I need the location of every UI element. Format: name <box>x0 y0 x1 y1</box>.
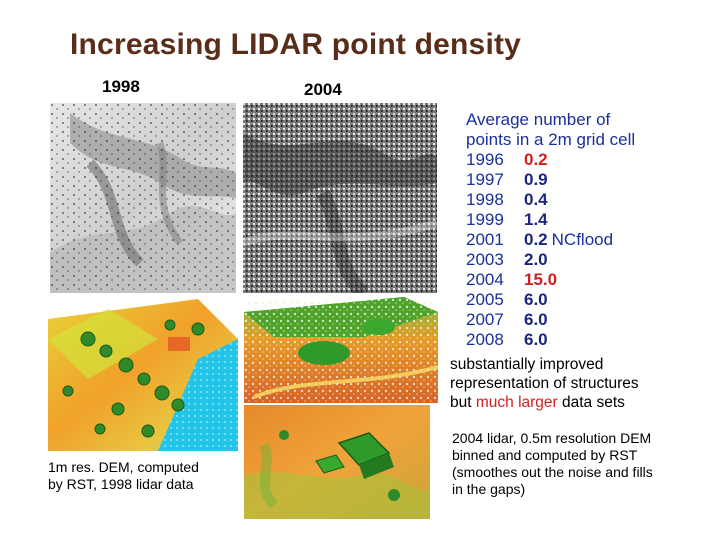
caption-2004: 2004 lidar, 0.5m resolution DEM binned a… <box>452 430 716 498</box>
stats-value: 6.0 <box>524 330 548 349</box>
caption-2004-line2: binned and computed by RST <box>452 447 638 463</box>
stats-year: 2008 <box>466 330 504 349</box>
stats-value: 0.9 <box>524 170 548 189</box>
stats-heading-line2: points in a 2m grid cell <box>466 130 636 149</box>
stats-row: 1997 0.9 <box>466 170 716 190</box>
improvement-line2: representation of structures <box>450 375 639 392</box>
stats-value: 2.0 <box>524 250 548 269</box>
stats-row: 2007 6.0 <box>466 310 716 330</box>
caption-2004-line1: 2004 lidar, 0.5m resolution DEM <box>452 430 652 446</box>
stats-year: 2005 <box>466 290 504 309</box>
improvement-note: substantially improved representation of… <box>450 355 718 412</box>
hillshade-1998-svg <box>50 103 236 293</box>
stats-row: 2004 15.0 <box>466 270 716 290</box>
hillshade-2004-image <box>243 103 437 293</box>
stats-year: 1999 <box>466 210 504 229</box>
stats-row: 2003 2.0 <box>466 250 716 270</box>
dem-1998-svg <box>48 299 238 451</box>
stats-row: 1998 0.4 <box>466 190 716 210</box>
stats-year: 2007 <box>466 310 504 329</box>
stats-year: 1996 <box>466 150 504 169</box>
caption-1998: 1m res. DEM, computed by RST, 1998 lidar… <box>48 459 248 493</box>
year-label-1998: 1998 <box>102 77 140 96</box>
hillshade-2004-svg <box>243 103 437 293</box>
stats-rows: 1996 0.2 1997 0.9 1998 0.4 1999 1.4 2001 0.2 NCflo… <box>466 150 716 350</box>
stats-year: 2001 <box>466 230 504 249</box>
year-label-2004: 2004 <box>304 80 342 99</box>
stats-year: 2004 <box>466 270 504 289</box>
improvement-line3-post: data sets <box>557 394 625 411</box>
stats-value: 15.0 <box>524 270 558 289</box>
caption-1998-line1: 1m res. DEM, computed <box>48 459 199 475</box>
stats-note: NCflood <box>551 230 614 249</box>
stats-value: 1.4 <box>524 210 548 229</box>
stats-row: 2005 6.0 <box>466 290 716 310</box>
stats-value: 6.0 <box>524 290 548 309</box>
stats-heading-line1: Average number of <box>466 110 611 129</box>
page-title: Increasing LIDAR point density <box>70 28 522 61</box>
dem-2004-buildings-svg <box>244 405 430 519</box>
point-density-stats: Average number of points in a 2m grid ce… <box>466 110 716 350</box>
caption-2004-line3: (smoothes out the noise and fills <box>452 464 653 480</box>
hillshade-1998-image <box>50 103 236 293</box>
stats-row: 2001 0.2 NCflood <box>466 230 716 250</box>
stats-row: 2008 6.0 <box>466 330 716 350</box>
improvement-line3: but much larger data sets <box>450 393 718 412</box>
dem-2004-structures-image <box>244 297 438 403</box>
stats-year: 1997 <box>466 170 504 189</box>
stats-row: 1999 1.4 <box>466 210 716 230</box>
dem-2004-structures-svg <box>244 297 438 403</box>
stats-value: 0.4 <box>524 190 548 209</box>
improvement-line1: substantially improved <box>450 356 604 373</box>
stats-value: 0.2 <box>524 230 548 249</box>
stats-row: 1996 0.2 <box>466 150 716 170</box>
stats-value: 0.2 <box>524 150 548 169</box>
improvement-line3-pre: but <box>450 394 476 411</box>
stats-year: 1998 <box>466 190 504 209</box>
caption-1998-line2: by RST, 1998 lidar data <box>48 476 194 492</box>
caption-2004-line4: in the gaps) <box>452 481 526 497</box>
stats-value: 6.0 <box>524 310 548 329</box>
stats-year: 2003 <box>466 250 504 269</box>
dem-2004-buildings-image <box>244 405 430 519</box>
improvement-highlight: much larger <box>475 394 558 411</box>
dem-1998-image <box>48 299 238 451</box>
